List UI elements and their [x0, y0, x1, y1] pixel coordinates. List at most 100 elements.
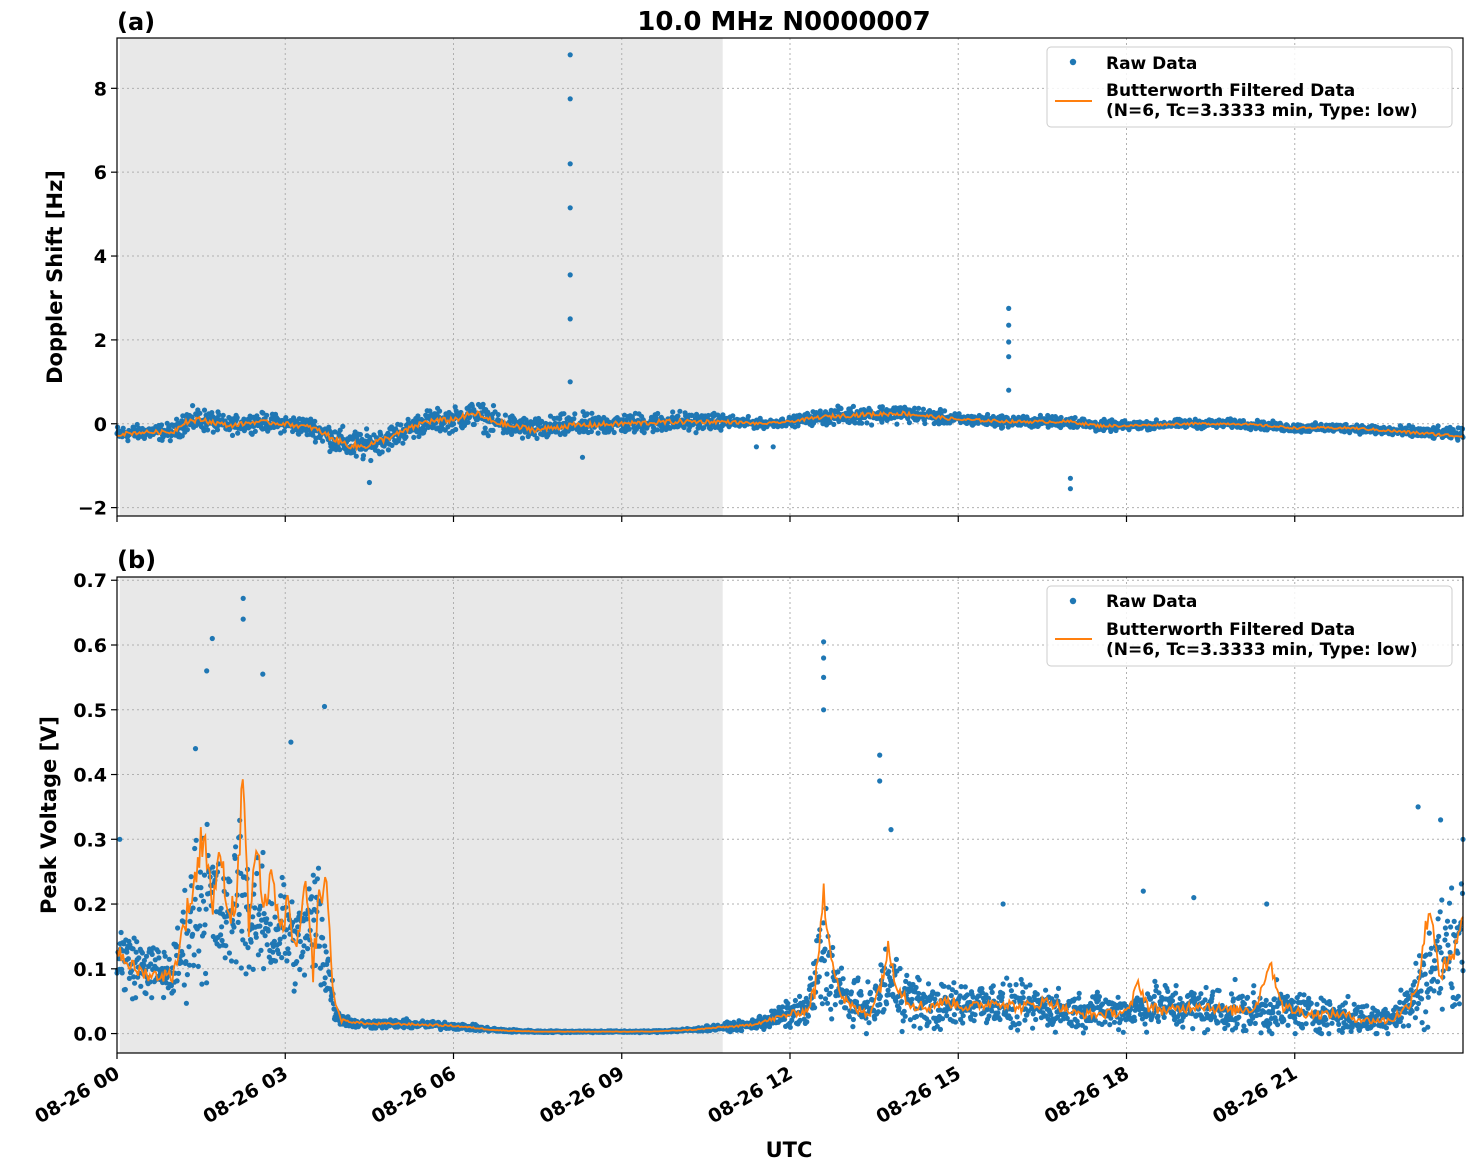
panel-a-raw-point [693, 430, 699, 436]
panel-a-raw-point [453, 426, 459, 433]
panel-b-raw-point [939, 1016, 946, 1022]
panel-a-raw-point [134, 421, 140, 428]
panel-b-raw-point [824, 971, 830, 977]
panel-b-raw-point [1232, 976, 1238, 983]
legend-raw-marker [1069, 58, 1077, 66]
panel-a-raw-point [1435, 423, 1441, 429]
panel-a-raw-point [584, 411, 590, 417]
panel-b-raw-point [139, 950, 145, 956]
panel-b-raw-point [1218, 1012, 1224, 1018]
panel-b-raw-point [119, 970, 125, 976]
panel-a-raw-outlier [1006, 339, 1012, 345]
panel-b-raw-point [1281, 1017, 1287, 1024]
panel-b-raw-point [828, 1006, 834, 1012]
panel-b-raw-point [952, 1019, 959, 1025]
panel-b-raw-point [284, 958, 290, 964]
panel-a-raw-outlier [753, 444, 760, 450]
panel-b-voltage: (b) 0.00.10.20.30.40.50.60.708-26 00 08-2… [31, 546, 1466, 1162]
panel-b-raw-point [170, 988, 177, 994]
panel-b-raw-point [223, 943, 229, 949]
panel-b-label: (b) [117, 546, 156, 574]
panel-a-raw-point [416, 433, 422, 440]
panel-a-raw-point [205, 427, 211, 433]
panel-b-raw-point [291, 988, 297, 994]
panel-a-raw-point [1000, 424, 1006, 430]
panel-a-raw-point [167, 438, 173, 444]
panel-b-raw-point [1190, 1026, 1196, 1032]
panel-a-raw-point [210, 429, 216, 435]
panel-b-raw-point [1080, 1030, 1086, 1036]
panel-b-raw-point [1020, 989, 1026, 995]
panel-b-raw-point [877, 993, 884, 999]
panel-b-raw-point [281, 882, 287, 888]
panel-b-raw-point [1169, 998, 1176, 1004]
panel-b-raw-point [1285, 1022, 1291, 1028]
panel-a-raw-point [197, 410, 203, 416]
panel-b-raw-point [901, 1008, 907, 1014]
panel-b-raw-point [1165, 988, 1171, 995]
panel-b-raw-point [971, 1018, 977, 1024]
panel-b-raw-point [916, 977, 922, 983]
panel-b-raw-point [1269, 1031, 1275, 1037]
panel-a-raw-outlier [567, 161, 573, 167]
panel-a-raw-outlier [366, 479, 372, 486]
panel-b-raw-point [196, 906, 202, 912]
panel-b-raw-point [219, 937, 225, 944]
panel-a-raw-outlier [1006, 354, 1012, 360]
panel-b-raw-point [819, 1001, 826, 1007]
panel-b-raw-point [195, 963, 201, 970]
panel-a-raw-point [379, 449, 385, 455]
panel-a-raw-point [400, 440, 406, 446]
panel-b-raw-point [848, 989, 855, 995]
panel-b-raw-point [1177, 995, 1183, 1002]
panel-a-raw-point [985, 411, 991, 418]
panel-b-raw-point [822, 996, 829, 1002]
panel-a-raw-outlier [770, 444, 776, 450]
panel-a-raw-point [465, 419, 471, 425]
panel-b-raw-point [254, 870, 260, 877]
panel-a-raw-point [730, 413, 736, 419]
panel-b-raw-point [805, 1013, 812, 1019]
panel-b-raw-point [1301, 992, 1307, 998]
panel-b-raw-point [1284, 993, 1290, 1000]
panel-b-raw-point [804, 1019, 810, 1025]
panel-a-raw-point [184, 427, 190, 433]
panel-a-legend: Raw Data Butterworth Filtered Data (N=6,… [1046, 46, 1453, 128]
panel-b-raw-point [292, 981, 298, 987]
panel-b-raw-point [995, 1010, 1001, 1016]
panel-a-raw-point [353, 453, 359, 459]
panel-b-raw-point [323, 949, 329, 955]
panel-b-raw-point [1015, 1027, 1021, 1033]
panel-b-raw-point [1258, 1030, 1264, 1036]
panel-b-raw-point [1111, 1019, 1118, 1025]
panel-b-raw-point [1007, 982, 1013, 988]
panel-b-raw-point [238, 965, 244, 971]
panel-a-raw-point [480, 401, 486, 407]
panel-a-raw-point [507, 419, 513, 425]
panel-a-raw-point [427, 408, 433, 414]
panel-a-raw-point [580, 409, 586, 415]
panel-b-raw-point [1115, 994, 1121, 1000]
panel-b-raw-point [301, 972, 308, 978]
panel-b-raw-point [1034, 991, 1040, 997]
panel-b-raw-point [1231, 996, 1237, 1002]
panel-a-raw-point [562, 431, 568, 437]
panel-b-raw-point [897, 965, 903, 972]
panel-b-raw-point [294, 959, 300, 965]
panel-a-raw-point [519, 435, 526, 441]
panel-b-raw-point [787, 1024, 793, 1030]
panel-b-raw-point [281, 934, 287, 940]
panel-b-raw-point [972, 1012, 978, 1018]
panel-a-raw-point [705, 412, 712, 419]
panel-a-ytick-label: 4 [94, 246, 107, 268]
panel-b-raw-point [245, 945, 251, 951]
panel-b-raw-point [902, 1013, 908, 1019]
panel-b-raw-point [1155, 1013, 1161, 1019]
panel-b-raw-point [229, 929, 235, 935]
panel-b-raw-point [316, 943, 323, 949]
panel-b-raw-point [960, 1013, 966, 1019]
panel-b-raw-point [310, 872, 316, 878]
panel-b-raw-point [191, 952, 197, 958]
panel-a-label: (a) [117, 8, 155, 36]
panel-b-raw-point [1008, 988, 1015, 994]
